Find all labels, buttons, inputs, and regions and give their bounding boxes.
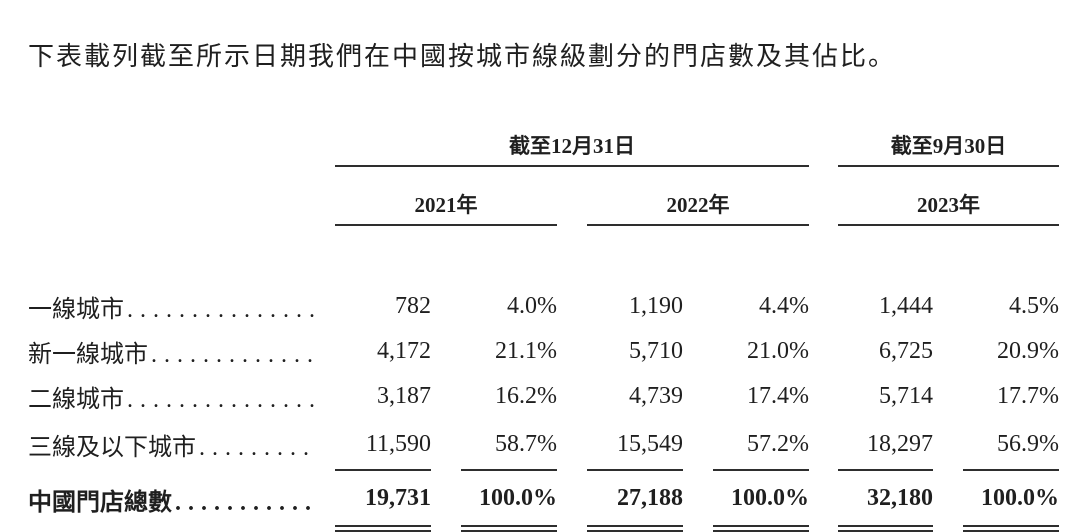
column-gap [557, 374, 587, 419]
cell-tier2-2022-pct: 17.4% [747, 383, 809, 409]
spacer-row [28, 225, 1059, 284]
cell-tier1-2021-count: 782 [395, 293, 431, 319]
cell-newtier1-2022-pct: 21.0% [747, 338, 809, 364]
period-header-row: 截至12月31日 截至9月30日 [28, 124, 1059, 167]
row-label-total: 中國門店總數........... [28, 470, 335, 529]
cell-tier1-2021-pct: 4.0% [507, 293, 557, 319]
cell-tier1-2022-pct: 4.4% [759, 293, 809, 319]
cell-newtier1-2023-count: 6,725 [879, 338, 933, 364]
cell-tier3-2021-pct: 58.7% [461, 419, 557, 471]
intro-paragraph: 下表載列截至所示日期我們在中國按城市線級劃分的門店數及其佔比。 [28, 42, 897, 71]
cell-tier1-2022-count: 1,190 [629, 293, 683, 319]
cell-total-2022-pct: 100.0% [713, 470, 809, 532]
empty-cell [28, 124, 335, 166]
header-period-sep30: 截至9月30日 [838, 124, 1059, 167]
row-label-tier2: 二線城市............... [28, 374, 335, 419]
cell-tier2-2021-count: 3,187 [377, 383, 431, 409]
row-total-china-stores: 中國門店總數........... 19,731 100.0% 27,188 1… [28, 470, 1059, 532]
column-gap [809, 284, 838, 329]
column-gap [557, 419, 587, 470]
store-count-by-city-tier-table: 截至12月31日 截至9月30日 2021年 2022年 2023年 一線城市.… [28, 124, 1059, 532]
column-gap [557, 166, 587, 225]
cell-tier1-2023-count: 1,444 [879, 293, 933, 319]
cell-tier3-2022-pct: 57.2% [713, 419, 809, 471]
cell-tier3-2023-pct: 56.9% [963, 419, 1059, 471]
cell-tier3-2022-count: 15,549 [587, 419, 683, 471]
dot-leader: ........... [175, 489, 318, 516]
cell-tier2-2022-count: 4,739 [629, 383, 683, 409]
cell-total-2023-pct: 100.0% [963, 470, 1059, 532]
header-period-dec31: 截至12月31日 [335, 124, 809, 167]
header-year-2022: 2022年 [587, 166, 809, 226]
cell-tier3-2023-count: 18,297 [838, 419, 933, 471]
column-gap [809, 329, 838, 374]
row-new-tier1: 新一線城市............. 4,172 21.1% 5,710 21.… [28, 329, 1059, 374]
column-gap [809, 419, 838, 470]
column-gap [683, 470, 713, 529]
prospectus-page: { "page": { "intro": "下表載列截至所示日期我們在中國按城市… [28, 42, 1059, 532]
column-gap [683, 374, 713, 419]
cell-tier2-2023-count: 5,714 [879, 383, 933, 409]
cell-newtier1-2021-pct: 21.1% [495, 338, 557, 364]
header-year-2021: 2021年 [335, 166, 557, 226]
dot-leader: ......... [199, 435, 316, 461]
dot-leader: ............... [127, 297, 322, 323]
row-label-text: 中國門店總數 [28, 489, 172, 516]
column-gap [431, 470, 461, 529]
row-tier3-and-below: 三線及以下城市......... 11,590 58.7% 15,549 57.… [28, 419, 1059, 471]
cell-tier2-2021-pct: 16.2% [495, 383, 557, 409]
cell-newtier1-2023-pct: 20.9% [997, 338, 1059, 364]
cell-total-2022-count: 27,188 [587, 470, 683, 532]
cell-tier2-2023-pct: 17.7% [997, 383, 1059, 409]
cell-newtier1-2022-count: 5,710 [629, 338, 683, 364]
row-label-tier1: 一線城市............... [28, 284, 335, 329]
column-gap [809, 374, 838, 419]
row-tier2: 二線城市............... 3,187 16.2% 4,739 17… [28, 374, 1059, 419]
row-tier1: 一線城市............... 782 4.0% 1,190 4.4% … [28, 284, 1059, 329]
cell-newtier1-2021-count: 4,172 [377, 338, 431, 364]
column-gap [809, 124, 838, 166]
column-gap [557, 329, 587, 374]
column-gap [933, 329, 963, 374]
dot-leader: ............... [127, 387, 322, 413]
row-label-text: 二線城市 [28, 387, 124, 413]
header-year-2023: 2023年 [838, 166, 1059, 226]
year-header-row: 2021年 2022年 2023年 [28, 166, 1059, 226]
column-gap [557, 284, 587, 329]
row-label-text: 三線及以下城市 [28, 435, 196, 461]
cell-tier1-2023-pct: 4.5% [1009, 293, 1059, 319]
column-gap [809, 166, 838, 225]
cell-total-2023-count: 32,180 [838, 470, 933, 532]
column-gap [933, 419, 963, 470]
column-gap [431, 284, 461, 329]
column-gap [683, 419, 713, 470]
column-gap [933, 374, 963, 419]
column-gap [933, 284, 963, 329]
column-gap [431, 374, 461, 419]
row-label-new-tier1: 新一線城市............. [28, 329, 335, 374]
row-label-text: 一線城市 [28, 297, 124, 323]
column-gap [431, 329, 461, 374]
column-gap [431, 419, 461, 470]
empty-cell [28, 166, 335, 225]
dot-leader: ............. [151, 342, 320, 368]
cell-total-2021-count: 19,731 [335, 470, 431, 532]
cell-total-2021-pct: 100.0% [461, 470, 557, 532]
row-label-text: 新一線城市 [28, 342, 148, 368]
row-label-tier3-and-below: 三線及以下城市......... [28, 419, 335, 470]
column-gap [809, 470, 838, 529]
column-gap [557, 470, 587, 529]
column-gap [933, 470, 963, 529]
column-gap [683, 284, 713, 329]
column-gap [683, 329, 713, 374]
cell-tier3-2021-count: 11,590 [335, 419, 431, 471]
